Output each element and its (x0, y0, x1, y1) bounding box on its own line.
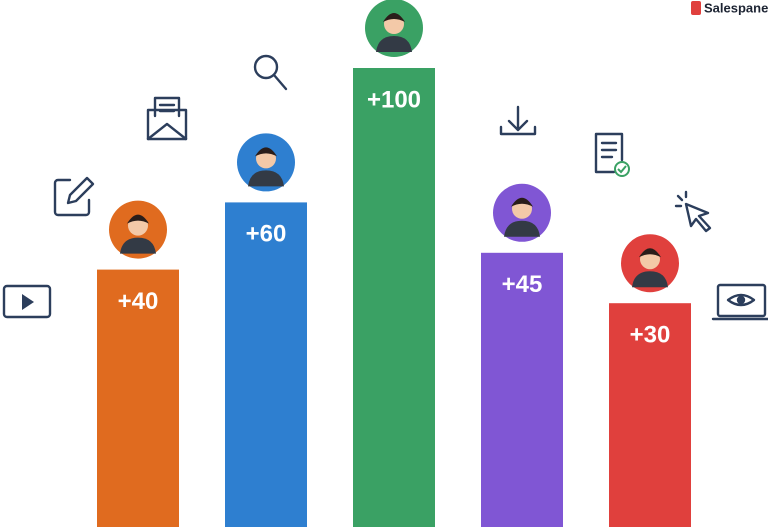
download-icon (499, 105, 537, 136)
avatar (109, 200, 167, 259)
avatar-hair (511, 197, 533, 207)
avatar-body (376, 36, 412, 52)
avatar-hair (255, 147, 277, 157)
value-label: +40 (118, 288, 159, 315)
value-label: +60 (246, 221, 287, 248)
avatar-body (504, 220, 540, 237)
avatar-hair (127, 214, 149, 224)
avatar (237, 133, 295, 192)
avatar-hair (639, 248, 661, 258)
avatar (365, 0, 423, 57)
mail-icon (146, 96, 188, 141)
avatar (493, 183, 551, 242)
edit-icon (53, 176, 95, 217)
avatar-body (248, 170, 284, 187)
video-icon (2, 284, 52, 319)
bar (97, 269, 179, 527)
brand-logo: Salespanel (691, 0, 768, 15)
value-label: +45 (502, 271, 543, 298)
avatar (621, 234, 679, 293)
bar (481, 252, 563, 527)
avatar-body (632, 271, 668, 288)
bar (609, 303, 691, 527)
value-label: +30 (630, 322, 671, 349)
document-icon (594, 132, 630, 177)
search-icon (253, 54, 288, 91)
avatar-body (120, 237, 156, 254)
bar (353, 68, 435, 527)
cursor-icon (674, 190, 712, 233)
value-label: +100 (367, 86, 421, 113)
avatar-hair (383, 13, 405, 22)
brand-name: Salespanel (704, 0, 768, 15)
laptop-icon (711, 283, 768, 321)
bar (225, 202, 307, 527)
logo-mark (691, 1, 701, 15)
